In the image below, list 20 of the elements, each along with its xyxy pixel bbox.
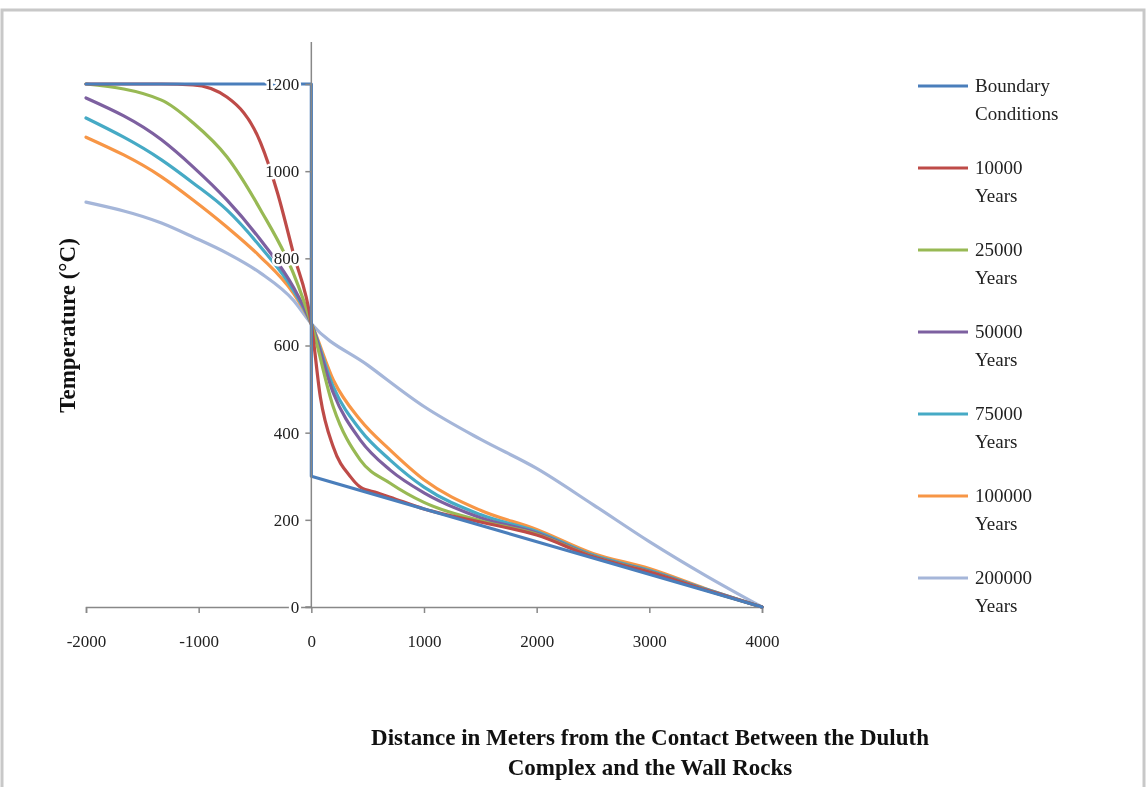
x-tick-label: 0 <box>307 632 317 652</box>
legend-label: Boundary Conditions <box>975 75 1059 124</box>
x-tick-label: 3000 <box>632 632 667 652</box>
x-tick-label: 2000 <box>520 632 555 652</box>
y-tick-label: 200 <box>273 510 300 530</box>
legend-label: 75000 Years <box>975 403 1023 452</box>
y-tick-label: 0 <box>290 597 300 617</box>
x-tick-label: -2000 <box>66 632 107 652</box>
legend-label: 10000 Years <box>975 157 1023 206</box>
x-tick-label: 4000 <box>745 632 780 652</box>
y-tick-label: 400 <box>273 423 300 443</box>
legend-label: 50000 Years <box>975 321 1023 370</box>
legend-label: 25000 Years <box>975 239 1023 288</box>
x-tick-label: 1000 <box>407 632 442 652</box>
y-axis-title: Temperature (°C) <box>55 238 80 413</box>
legend-label: 200000 Years <box>975 567 1032 616</box>
x-axis-title: Distance in Meters from the Contact Between the Duluth Complex and the Wall Rocks <box>371 725 930 780</box>
legend-label: 100000 Years <box>975 485 1032 534</box>
x-tick-label: -1000 <box>179 632 219 652</box>
y-tick-label: 600 <box>273 336 300 356</box>
